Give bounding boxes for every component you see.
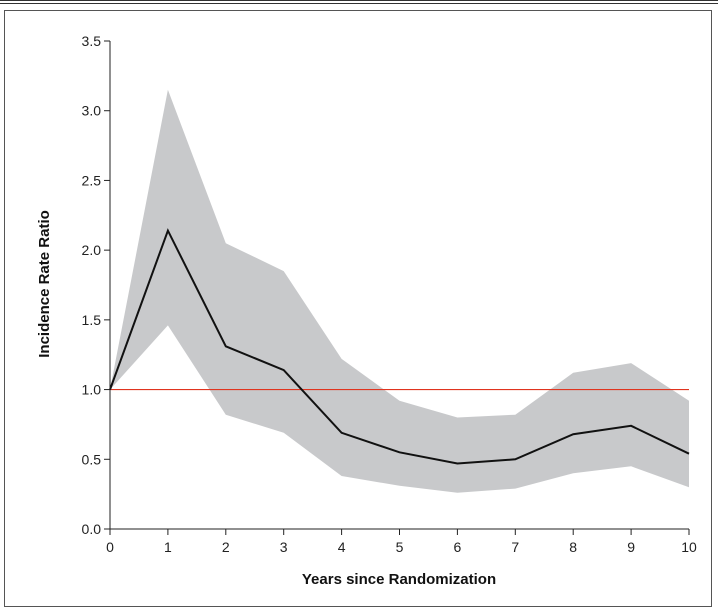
x-tick-label: 6 [454,539,462,555]
y-tick-label: 1.0 [82,382,102,398]
y-tick-label: 0.5 [82,451,102,467]
x-tick-label: 5 [396,539,404,555]
y-tick-label: 2.5 [82,172,102,188]
x-tick-label: 3 [280,539,288,555]
x-tick-label: 9 [627,539,635,555]
x-tick-label: 8 [569,539,577,555]
x-tick-label: 4 [338,539,346,555]
y-tick-label: 1.5 [82,312,102,328]
confidence-band [110,89,689,493]
y-tick-label: 3.0 [82,103,102,119]
y-tick-label: 0.0 [82,521,102,537]
x-tick-label: 7 [511,539,519,555]
x-axis-title: Years since Randomization [302,571,496,588]
y-tick-label: 3.5 [82,33,102,49]
axes-layer: 0.0 0.5 1.0 1.5 2.0 2.5 3.0 3.5 0 1 2 3 4 5 6 7 8 9 10 [82,33,697,555]
y-axis-title: Incidence Rate Ratio [36,210,53,358]
x-tick-label: 1 [164,539,172,555]
chart-panel [4,10,712,607]
series-line-layer [109,228,690,465]
x-tick-label: 0 [106,539,114,555]
x-tick-label: 10 [681,539,697,555]
x-tick-label: 2 [222,539,230,555]
series-line [109,228,690,465]
y-tick-label: 2.0 [82,242,102,258]
confidence-band-layer [110,89,689,493]
